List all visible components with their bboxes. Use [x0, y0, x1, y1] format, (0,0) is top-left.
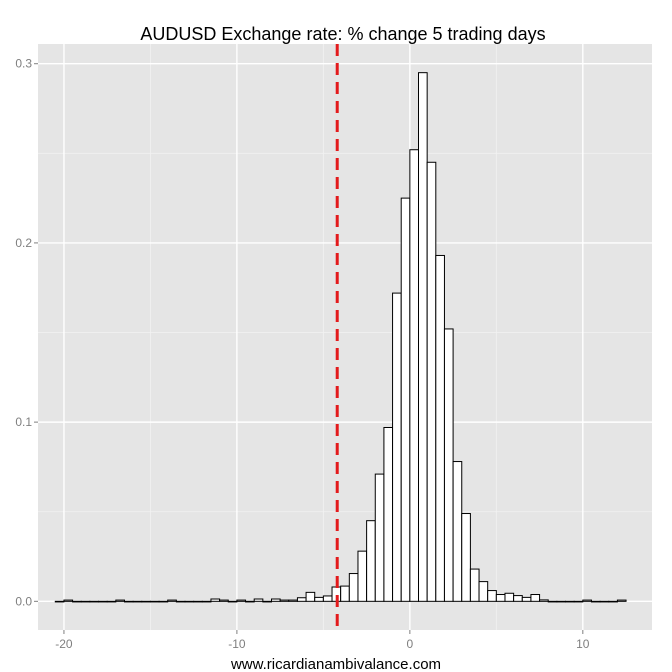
histogram-bar	[288, 599, 298, 602]
histogram-bar	[98, 600, 108, 603]
histogram-bar	[201, 600, 212, 603]
histogram-bar	[253, 598, 264, 602]
histogram-bar	[219, 599, 229, 602]
histogram-bar	[262, 600, 272, 603]
histogram-bar	[521, 596, 532, 602]
histogram-bar	[478, 581, 489, 602]
y-tick-label: 0.0	[15, 594, 32, 608]
histogram-bar	[409, 149, 420, 602]
histogram-bar	[115, 599, 125, 602]
histogram-bars	[54, 72, 627, 603]
chart-title: AUDUSD Exchange rate: % change 5 trading…	[140, 24, 545, 44]
histogram-bar	[322, 595, 333, 602]
histogram-bar	[227, 600, 238, 603]
histogram-bar	[582, 599, 592, 602]
histogram-bar	[616, 599, 627, 602]
histogram-bar	[547, 600, 558, 603]
x-axis-label: www.ricardianambivalance.com	[230, 656, 441, 672]
histogram-bar	[374, 473, 385, 602]
histogram-bar	[383, 426, 394, 602]
histogram-bar	[495, 594, 506, 602]
histogram-bar	[245, 600, 255, 603]
histogram-bar	[123, 600, 134, 603]
histogram-bar	[72, 600, 82, 603]
y-tick-label: 0.3	[15, 57, 32, 71]
histogram-bar	[461, 513, 471, 602]
histogram-bar	[193, 600, 203, 603]
histogram-bar	[504, 592, 515, 602]
histogram-bar	[158, 600, 169, 603]
histogram-bar	[487, 590, 497, 602]
histogram-bar	[556, 600, 567, 603]
axis-ticks: -20 -10 0 10 0.0 0.1 0.2 0.3	[15, 57, 589, 651]
histogram-bar	[400, 197, 411, 602]
y-tick-label: 0.2	[15, 236, 32, 250]
histogram-bar	[54, 600, 65, 603]
histogram-bar	[348, 573, 359, 602]
histogram-bar	[210, 598, 221, 602]
histogram-bar	[132, 600, 143, 603]
histogram-bar	[513, 595, 523, 602]
histogram-bar	[149, 600, 160, 603]
histogram-bar	[175, 600, 186, 603]
histogram-bar	[89, 600, 100, 603]
histogram-bar	[63, 599, 74, 602]
histogram-bar	[279, 599, 290, 602]
histogram-bar	[184, 600, 195, 603]
x-tick-label: 10	[576, 637, 590, 651]
histogram-bar	[80, 600, 91, 603]
histogram-bar	[106, 600, 117, 603]
histogram-bar	[565, 600, 575, 603]
histogram-bar	[418, 72, 428, 602]
x-tick-label: -20	[55, 637, 73, 651]
plot-panel	[38, 44, 652, 630]
histogram-bar	[236, 599, 247, 602]
histogram-bar	[426, 161, 437, 602]
x-tick-label: 0	[407, 637, 414, 651]
histogram-bar	[469, 568, 480, 602]
histogram-bar	[296, 597, 307, 602]
histogram-bar	[340, 585, 350, 602]
histogram-bar	[392, 292, 402, 602]
histogram-bar	[590, 600, 601, 603]
histogram-bar	[167, 599, 177, 602]
histogram-bar	[452, 461, 463, 602]
histogram-bar	[573, 600, 584, 603]
histogram-bar	[539, 599, 549, 602]
histogram-bar	[366, 520, 376, 602]
histogram-bar	[530, 594, 541, 602]
histogram-bar	[608, 600, 618, 603]
x-tick-label: -10	[228, 637, 246, 651]
y-tick-label: 0.1	[15, 415, 32, 429]
histogram-bar	[141, 600, 151, 603]
histogram-bar	[357, 550, 368, 602]
histogram-bar	[314, 596, 324, 602]
histogram-bar	[270, 598, 281, 602]
histogram-bar	[305, 591, 316, 602]
histogram-bar	[599, 600, 610, 603]
histogram-bar	[435, 254, 445, 602]
histogram-bar	[443, 328, 454, 602]
